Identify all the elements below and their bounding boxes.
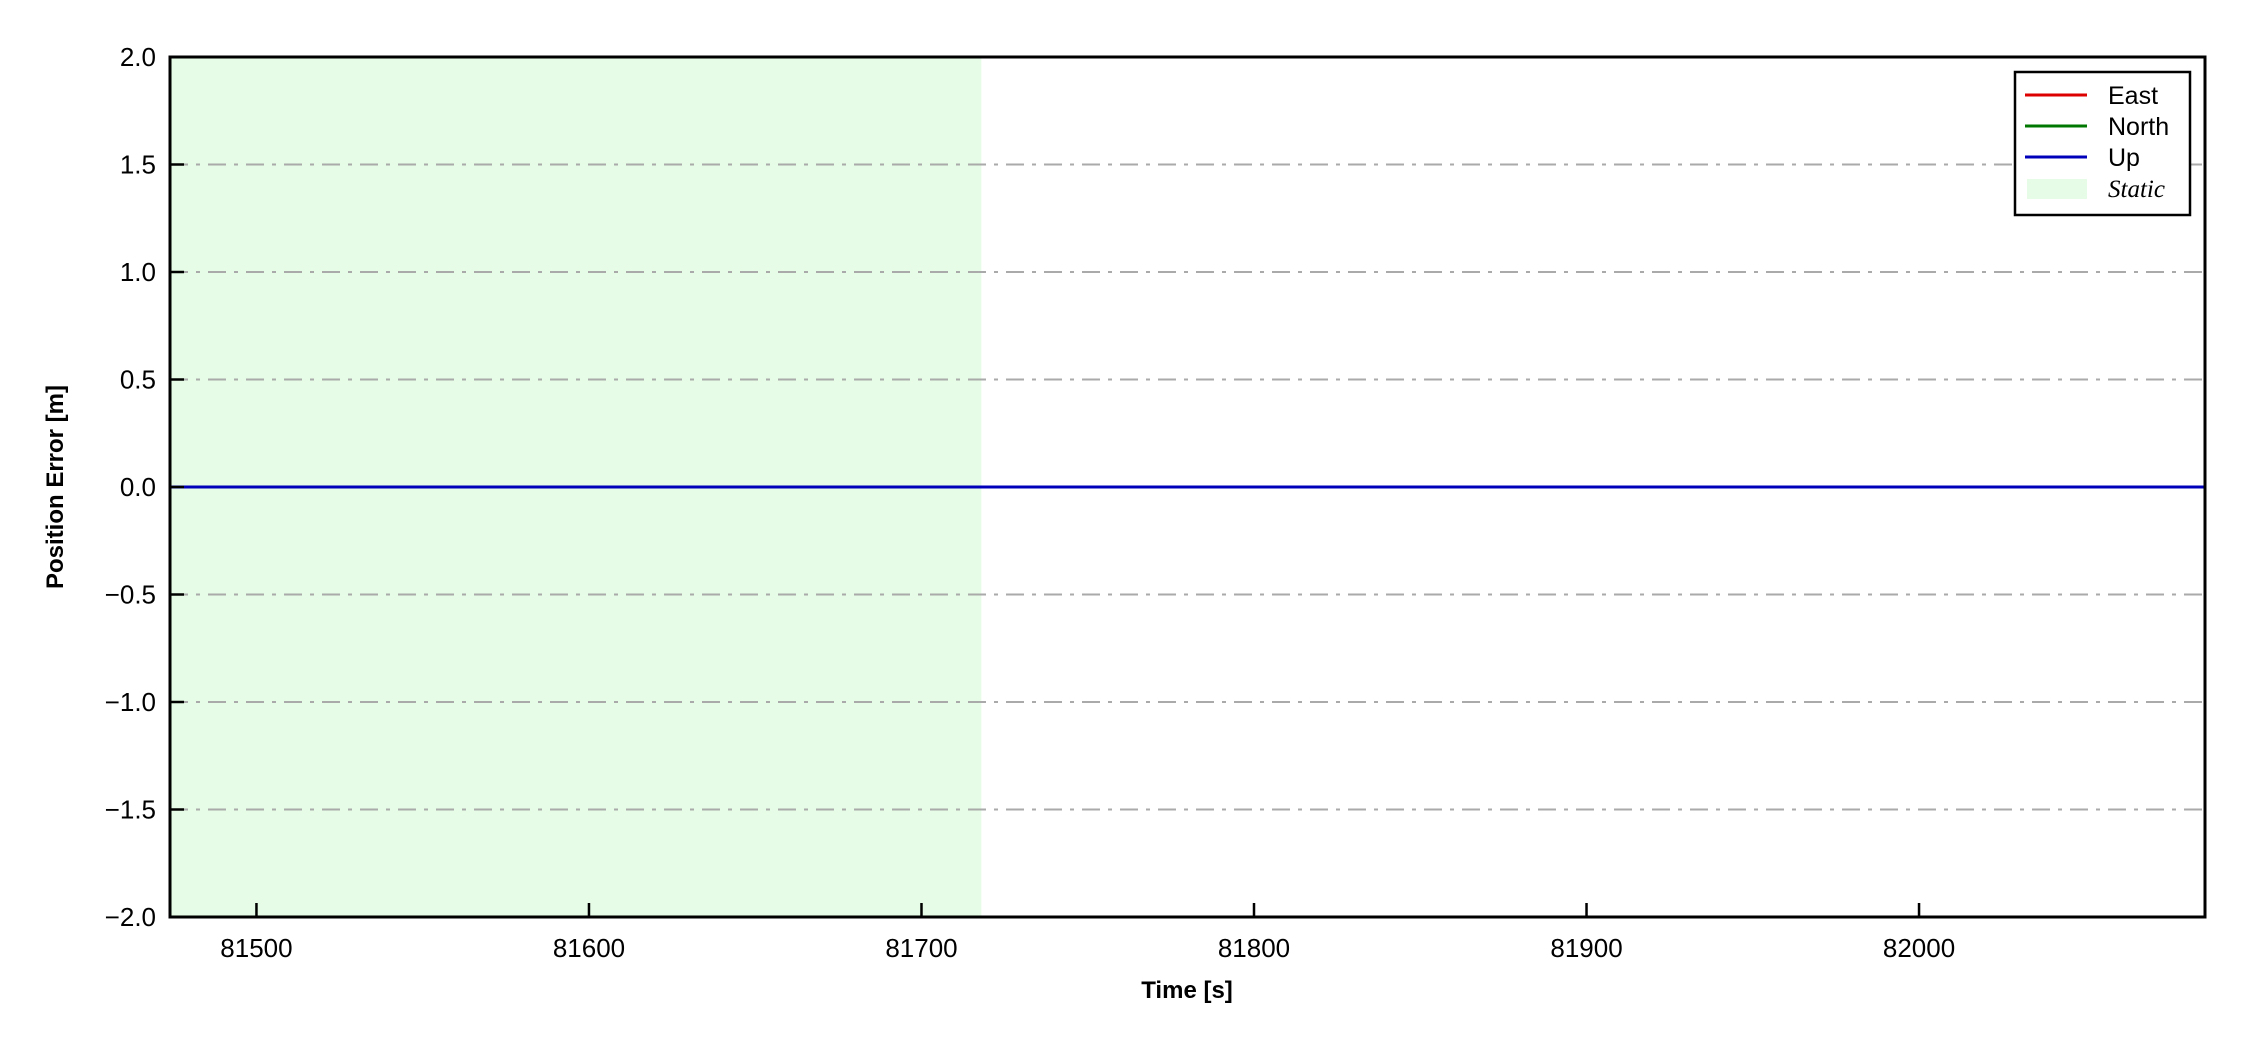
x-tick-label: 82000 — [1883, 933, 1955, 963]
x-tick-label: 81700 — [885, 933, 957, 963]
y-tick-label: 1.0 — [120, 257, 156, 287]
legend-swatch-static — [2027, 179, 2087, 199]
y-tick-label: −1.5 — [105, 795, 156, 825]
legend-label: East — [2108, 82, 2158, 110]
y-tick-label: 0.5 — [120, 365, 156, 395]
legend-label: North — [2108, 113, 2169, 141]
y-tick-label: 0.0 — [120, 472, 156, 502]
legend-label: Static — [2108, 176, 2165, 203]
legend-label: Up — [2108, 144, 2140, 172]
x-tick-label: 81900 — [1550, 933, 1622, 963]
legend: East North Up Static — [2013, 70, 2192, 217]
y-axis-label: Position Error [m] — [42, 385, 69, 589]
y-tick-label: 1.5 — [120, 150, 156, 180]
y-tick-label: 2.0 — [120, 42, 156, 72]
y-tick-label: −0.5 — [105, 580, 156, 610]
y-tick-label: −2.0 — [105, 902, 156, 932]
y-tick-label: −1.0 — [105, 687, 156, 717]
x-tick-label: 81500 — [220, 933, 292, 963]
x-tick-label: 81800 — [1218, 933, 1290, 963]
x-axis-label: Time [s] — [1141, 977, 1233, 1004]
x-tick-label: 81600 — [553, 933, 625, 963]
